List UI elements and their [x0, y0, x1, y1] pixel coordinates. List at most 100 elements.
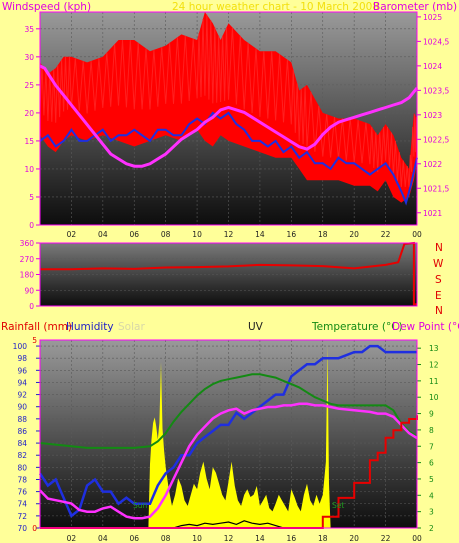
humidity-tick-label: 96	[17, 366, 27, 375]
humidity-axis-title: Humidity	[66, 321, 114, 333]
sunrise-label: Sun	[133, 501, 148, 510]
lower-x-tick-label: 04	[98, 534, 108, 543]
dewpoint-line	[39, 402, 418, 520]
compass-n-top: N	[435, 242, 443, 254]
barometer-tick-label: 1022	[423, 160, 442, 169]
wind-y-tick-label: 10	[24, 165, 34, 174]
humidity-tick-label: 98	[17, 354, 27, 363]
humidity-tick-label: 90	[17, 403, 27, 412]
direction-series-group	[40, 241, 417, 306]
lower-series-group	[38, 344, 418, 529]
direction-tick-label: 270	[20, 255, 35, 264]
direction-tick-label: 0	[29, 302, 34, 311]
lower-axes: 7072747678808284868890929496981000523456…	[13, 336, 439, 543]
wind-average-line	[39, 111, 418, 206]
barometer-line	[39, 64, 419, 168]
compass-e: E	[435, 290, 442, 302]
dewpoint-axis-title: Dew Point (°C)	[392, 321, 459, 333]
sunset-label: Set	[332, 501, 344, 510]
humidity-tick-label: 100	[13, 342, 28, 351]
temperature-tick-label: 5	[429, 475, 434, 484]
rainfall-tick-label: 0	[32, 524, 37, 533]
humidity-tick-label: 86	[17, 427, 27, 436]
wind-x-tick-label: 12	[224, 230, 234, 239]
wind-x-tick-label: 04	[98, 230, 108, 239]
rainfall-line	[40, 415, 418, 529]
wind-x-tick-label: 16	[287, 230, 297, 239]
direction-panel-frame	[39, 242, 418, 307]
lower-x-tick-label: 06	[129, 534, 139, 543]
wind-x-tick-label: 18	[318, 230, 328, 239]
wind-x-tick-label: 10	[192, 230, 202, 239]
humidity-tick-label: 72	[17, 512, 27, 521]
humidity-line	[38, 344, 417, 518]
compass-s: S	[435, 274, 442, 286]
temperature-tick-label: 12	[429, 361, 439, 370]
humidity-tick-label: 70	[17, 524, 27, 533]
temperature-tick-label: 13	[429, 344, 439, 353]
temperature-line	[39, 373, 418, 449]
wind-axes: 0510152025303510211021,510221022,5102310…	[24, 13, 449, 239]
lower-x-tick-label: 22	[381, 534, 391, 543]
compass-n-bottom: N	[435, 305, 443, 317]
windspeed-axis-title: Windspeed (kph)	[2, 1, 91, 13]
uv-axis-title: UV	[248, 321, 264, 333]
compass-w: W	[433, 258, 444, 270]
wind-series-group	[39, 12, 419, 206]
wind-y-tick-label: 25	[24, 81, 34, 90]
solar-axis-title: Solar	[118, 321, 145, 333]
temperature-tick-label: 4	[429, 491, 434, 500]
temperature-tick-label: 8	[429, 426, 434, 435]
temperature-tick-label: 7	[429, 442, 434, 451]
temperature-tick-label: 10	[429, 393, 439, 402]
direction-tick-label: 90	[24, 286, 34, 295]
humidity-tick-label: 74	[17, 500, 27, 509]
uv-line	[173, 520, 284, 529]
wind-direction-line	[40, 241, 417, 306]
barometer-tick-label: 1024,5	[423, 37, 449, 46]
lower-x-tick-label: 00	[412, 534, 422, 543]
temperature-tick-label: 11	[429, 377, 439, 386]
temperature-tick-label: 2	[429, 524, 434, 533]
humidity-tick-label: 80	[17, 463, 27, 472]
lower-x-tick-label: 14	[255, 534, 265, 543]
humidity-tick-label: 84	[17, 439, 27, 448]
wind-y-tick-label: 20	[24, 109, 34, 118]
direction-tick-label: 360	[20, 239, 35, 248]
barometer-tick-label: 1023	[423, 111, 442, 120]
barometer-tick-label: 1024	[423, 62, 442, 71]
barometer-tick-label: 1021,5	[423, 184, 449, 193]
direction-axes: 0 90 180 270 360	[20, 239, 40, 311]
wind-y-tick-label: 0	[29, 221, 34, 230]
wind-panel-frame	[39, 11, 418, 226]
barometer-axis-title: Barometer (mb)	[373, 1, 457, 13]
direction-tick-label: 180	[20, 271, 35, 280]
barometer-tick-label: 1022,5	[423, 135, 449, 144]
wind-y-tick-label: 35	[24, 25, 34, 34]
wind-x-tick-label: 20	[349, 230, 359, 239]
humidity-tick-label: 76	[17, 488, 27, 497]
lower-x-tick-label: 18	[318, 534, 328, 543]
lower-x-tick-label: 10	[192, 534, 202, 543]
rainfall-tick-label: 5	[32, 336, 37, 345]
wind-y-tick-label: 15	[24, 137, 34, 146]
lower-panel-frame	[39, 339, 418, 529]
temperature-tick-label: 3	[429, 508, 434, 517]
wind-y-tick-label: 5	[29, 193, 34, 202]
humidity-tick-label: 78	[17, 475, 27, 484]
wind-x-tick-label: 00	[412, 230, 422, 239]
wind-y-tick-label: 30	[24, 53, 34, 62]
lower-x-tick-label: 08	[161, 534, 171, 543]
solar-area	[148, 345, 331, 528]
humidity-tick-label: 94	[17, 378, 27, 387]
wind-x-tick-label: 02	[67, 230, 77, 239]
temperature-axis-title: Temperature (°C)	[311, 321, 403, 333]
wind-x-tick-label: 06	[129, 230, 139, 239]
humidity-tick-label: 82	[17, 451, 27, 460]
rainfall-axis-title: Rainfall (mm)	[1, 321, 72, 333]
barometer-tick-label: 1025	[423, 13, 442, 22]
wind-x-tick-label: 08	[161, 230, 171, 239]
chart-title: 24 hour weather chart - 10 March 2008	[172, 1, 379, 13]
barometer-tick-label: 1023,5	[423, 86, 449, 95]
